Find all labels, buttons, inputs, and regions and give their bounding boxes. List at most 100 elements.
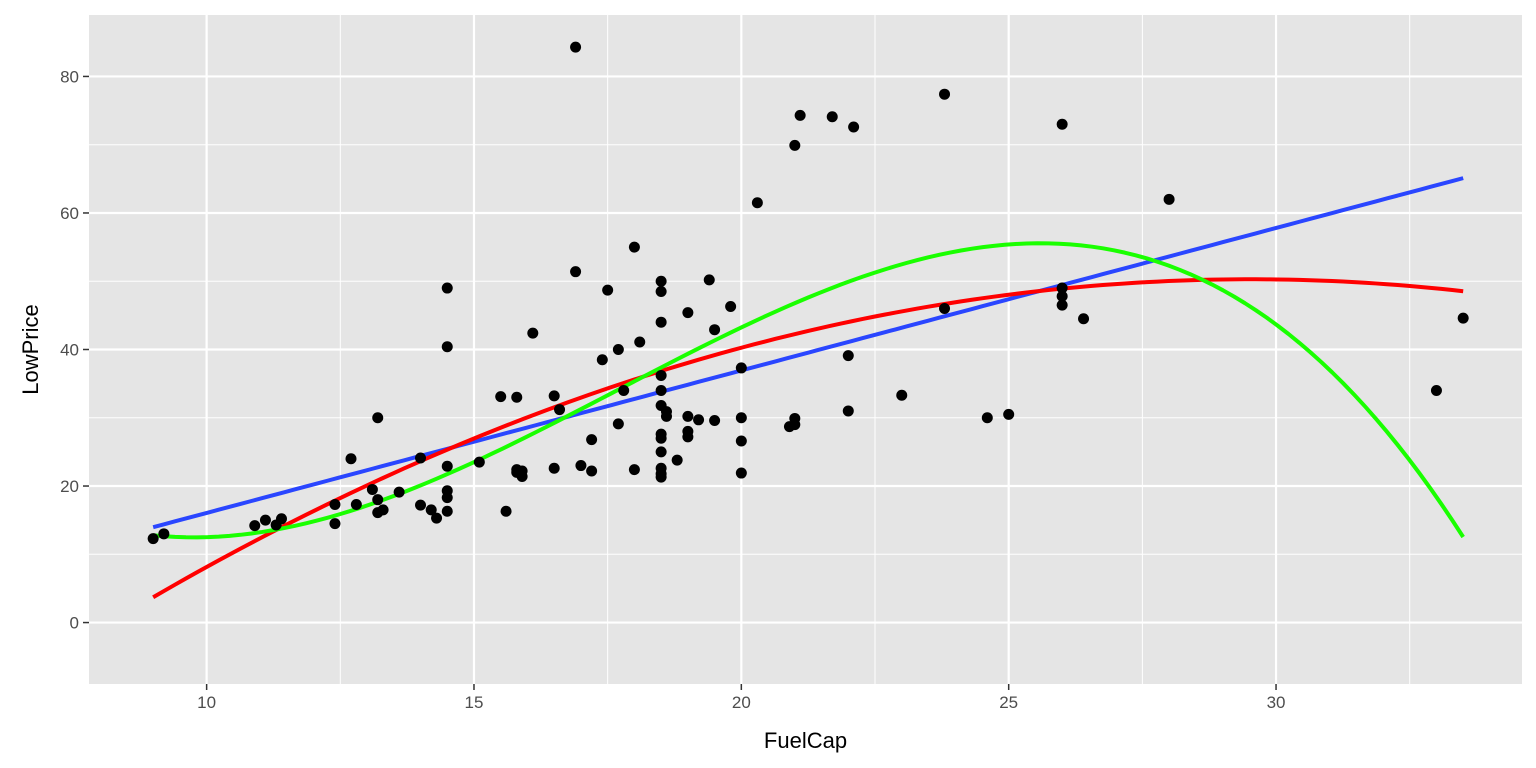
data-point: [660, 410, 672, 422]
data-point: [671, 454, 683, 466]
data-point: [372, 412, 384, 424]
data-point: [682, 307, 694, 319]
data-point: [634, 336, 646, 348]
y-tick-label: 60: [60, 204, 79, 223]
scatter-points: [147, 41, 1469, 545]
data-point: [789, 419, 801, 431]
data-point: [655, 316, 667, 328]
data-point: [628, 241, 640, 253]
data-point: [939, 88, 951, 100]
y-axis-title: LowPrice: [18, 304, 43, 394]
quadratic-fit-line: [152, 277, 1464, 599]
data-point: [415, 452, 427, 464]
data-point: [516, 470, 528, 482]
data-point: [703, 274, 715, 286]
linear-fit-line: [152, 176, 1464, 530]
y-tick-label: 0: [70, 614, 79, 633]
data-point: [826, 111, 838, 123]
data-point: [725, 300, 737, 312]
x-tick-label: 25: [999, 693, 1018, 712]
data-point: [425, 504, 437, 516]
data-point: [1056, 118, 1068, 130]
data-point: [939, 303, 951, 315]
data-point: [415, 499, 427, 511]
data-point: [794, 109, 806, 121]
data-point: [655, 285, 667, 297]
data-point: [735, 435, 747, 447]
data-point: [1430, 384, 1442, 396]
data-point: [1078, 313, 1090, 325]
data-point: [259, 514, 271, 526]
data-point: [1457, 312, 1469, 324]
data-point: [1056, 282, 1068, 294]
data-point: [329, 518, 341, 530]
data-point: [575, 460, 587, 472]
data-point: [345, 453, 357, 465]
data-point: [602, 284, 614, 296]
data-point: [682, 410, 694, 422]
data-point: [441, 492, 453, 504]
data-point: [896, 389, 908, 401]
data-point: [570, 41, 582, 53]
x-tick-label: 15: [465, 693, 484, 712]
data-point: [441, 505, 453, 517]
data-point: [628, 464, 640, 476]
data-point: [682, 431, 694, 443]
data-point: [655, 369, 667, 381]
data-point: [612, 344, 624, 355]
data-point: [709, 415, 721, 426]
data-point: [372, 494, 384, 506]
data-point: [350, 498, 362, 510]
y-tick-label: 40: [60, 341, 79, 360]
data-point: [586, 465, 598, 477]
data-point: [527, 327, 539, 339]
data-point: [511, 391, 523, 403]
data-point: [842, 405, 854, 417]
data-point: [1056, 290, 1068, 302]
data-point: [842, 350, 854, 362]
data-point: [500, 505, 512, 517]
data-point: [655, 471, 667, 483]
data-point: [377, 504, 389, 516]
data-point: [655, 432, 667, 444]
data-point: [473, 456, 485, 468]
data-point: [275, 513, 287, 525]
data-point: [1056, 299, 1068, 311]
major-grid: [89, 15, 1522, 684]
x-axis-title: FuelCap: [764, 728, 847, 753]
data-point: [735, 362, 747, 374]
data-point: [709, 324, 721, 336]
data-point: [751, 197, 763, 209]
data-point: [655, 275, 667, 287]
y-axis: 0 20 40 60 80: [60, 67, 89, 633]
cubic-fit-line: [152, 241, 1465, 540]
data-point: [147, 533, 159, 545]
data-point: [441, 341, 453, 353]
data-point: [548, 462, 560, 474]
x-tick-label: 30: [1267, 693, 1286, 712]
data-point: [655, 446, 667, 458]
x-tick-label: 20: [732, 693, 751, 712]
data-point: [1003, 408, 1015, 420]
data-point: [554, 404, 566, 416]
data-point: [735, 467, 747, 479]
data-point: [981, 412, 993, 424]
data-point: [393, 486, 405, 498]
data-point: [612, 418, 624, 430]
data-point: [596, 354, 608, 366]
fit-curves: [152, 176, 1465, 599]
data-point: [789, 139, 801, 151]
data-point: [249, 520, 261, 532]
x-axis: 10 15 20 25 30: [197, 684, 1285, 712]
data-point: [548, 390, 560, 402]
data-point: [158, 528, 170, 540]
data-point: [441, 282, 453, 294]
data-point: [366, 483, 378, 495]
data-point: [618, 384, 630, 396]
data-point: [1163, 193, 1175, 205]
data-point: [655, 384, 667, 396]
data-point: [329, 498, 341, 510]
y-tick-label: 80: [60, 67, 79, 86]
data-point: [586, 434, 598, 446]
